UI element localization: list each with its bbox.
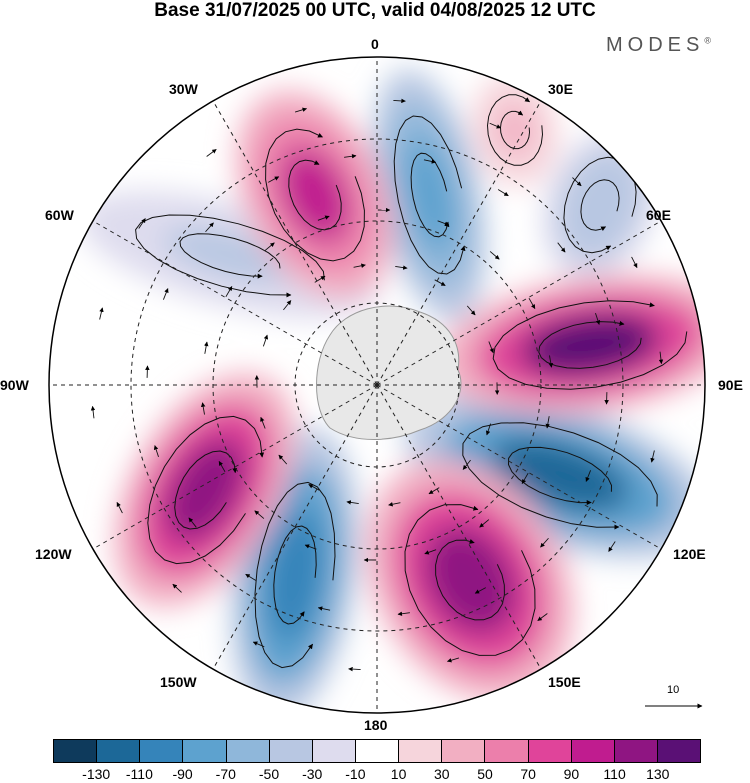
lon-label-90w: 90W [0,377,29,393]
colorbar-box [183,740,227,762]
colorbar-tick-label: 110 [603,766,626,782]
map-border [48,56,706,714]
colorbar-box [269,740,313,762]
colorbar-box [226,740,270,762]
positive-anomaly-20w [236,90,394,300]
colorbar-box [54,740,98,762]
lon-label-150w: 150W [160,674,197,690]
colorbar-box [571,740,615,762]
negative-anomaly-0 [373,69,487,321]
colorbar-tick-label: 30 [434,766,450,782]
colorbar [53,739,701,763]
lon-label-60e: 60E [646,207,671,223]
colorbar-tick-label: -30 [302,766,323,782]
lon-label-120w: 120W [35,546,72,562]
colorbar-box [528,740,572,762]
colorbar-tick-label: -110 [125,766,153,782]
colorbar-box [442,740,486,762]
colorbar-tick-label: -10 [345,766,366,782]
lon-label-150e: 150E [548,674,581,690]
colorbar-tick-label: 10 [390,766,407,782]
streamlines [90,94,688,672]
positive-anomaly-80e [435,274,705,416]
lon-label-30w: 30W [169,81,198,97]
colorbar-box [97,740,141,762]
antarctica-landmass [316,305,462,440]
lon-label-30e: 30E [548,81,573,97]
lon-label-60w: 60W [45,207,74,223]
lon-label-180: 180 [364,717,388,733]
colorbar-box [140,740,184,762]
registered-mark: ® [704,35,711,46]
colorbar-tick-label: 90 [563,766,580,782]
positive-anomaly-15e [471,73,559,187]
map-title: Base 31/07/2025 00 UTC, valid 04/08/2025… [154,0,596,21]
colorbar-tick-label: -50 [258,766,280,782]
lon-label-0: 0 [371,36,379,52]
lon-label-90e: 90E [718,377,743,393]
brand-text: MODES [606,34,705,56]
colorbar-box [312,740,356,762]
positive-anomaly-130w [114,372,296,608]
colorbar-tick-label: 50 [477,766,493,782]
wind-reference-label: 10 [667,684,680,696]
colorbar-tick-label: 130 [646,766,670,782]
colorbar-tick-label: 70 [520,766,536,782]
colorbar-box [614,740,658,762]
colorbar-box [657,740,701,762]
colorbar-tick-label: -90 [172,766,193,782]
colorbar-tick-label: -70 [215,766,236,782]
colorbar-box [399,740,443,762]
modes-logo: MODES® [606,34,711,57]
lon-label-120e: 120E [673,546,706,562]
colorbar-box [355,740,400,762]
graticule [49,57,705,713]
colorbar-tick-label: -130 [82,766,111,782]
colorbar-box [485,740,529,762]
